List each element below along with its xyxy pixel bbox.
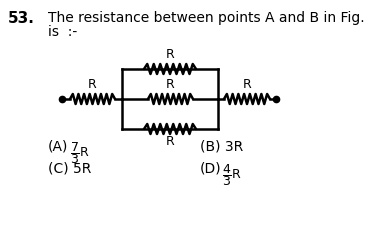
Text: The resistance between points A and B in Fig.: The resistance between points A and B in…: [48, 11, 364, 25]
Text: is  :-: is :-: [48, 25, 77, 39]
Text: (A): (A): [48, 139, 68, 153]
Text: (C) 5R: (C) 5R: [48, 161, 91, 175]
Text: (D): (D): [200, 161, 222, 175]
Text: R: R: [166, 135, 174, 148]
Text: R: R: [243, 78, 251, 91]
Text: R: R: [88, 78, 97, 91]
Text: 53.: 53.: [8, 11, 35, 26]
Text: R: R: [166, 78, 174, 91]
Text: $\dfrac{7}{3}$R: $\dfrac{7}{3}$R: [70, 140, 90, 166]
Text: R: R: [166, 48, 174, 61]
Text: $\dfrac{4}{3}$R: $\dfrac{4}{3}$R: [222, 162, 242, 188]
Text: (B) 3R: (B) 3R: [200, 139, 243, 153]
